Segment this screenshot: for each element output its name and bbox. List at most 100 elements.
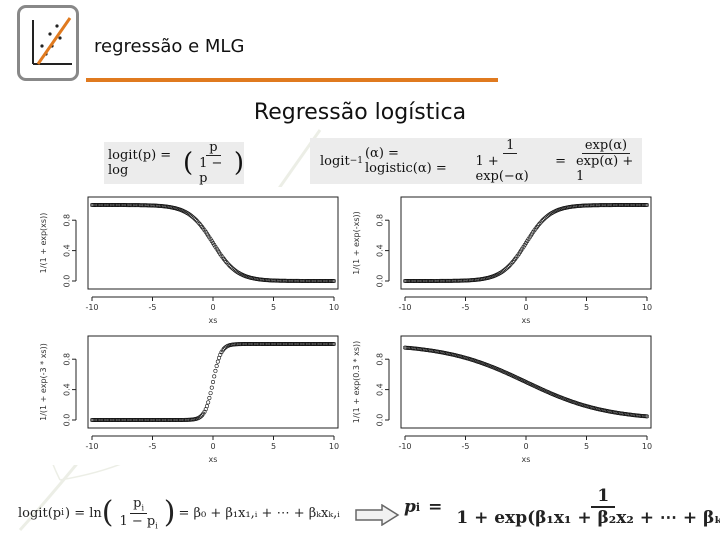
data-point (642, 414, 647, 419)
x-axis-label: xs (209, 455, 218, 464)
data-point (227, 263, 232, 268)
data-point (218, 352, 223, 357)
data-point (329, 278, 334, 283)
data-point (208, 391, 213, 396)
x-tick-label: 0 (210, 303, 215, 312)
plot-frame (400, 335, 652, 429)
x-axis-label: xs (522, 316, 531, 325)
data-point (643, 203, 648, 208)
data-point (504, 266, 509, 271)
data-point (540, 218, 545, 223)
scatter-plot-logo-icon (17, 5, 79, 81)
data-point (209, 385, 214, 390)
data-point (195, 219, 200, 224)
data-point (644, 203, 649, 208)
x-axis-label: xs (522, 455, 531, 464)
odds-fraction: pi 1 − pi (119, 495, 158, 531)
x-tick-label: -5 (149, 442, 157, 451)
x-tick-label: -10 (398, 303, 411, 312)
data-point (331, 341, 336, 346)
x-tick-label: 10 (642, 303, 652, 312)
x-tick-label: -5 (462, 442, 470, 451)
data-point (542, 216, 547, 221)
inv-lhs: logit (320, 153, 350, 169)
x-tick-label: 5 (271, 442, 276, 451)
x-tick-label: 10 (642, 442, 652, 451)
y-tick-label: 0.4 (63, 383, 72, 396)
x-tick-label: -5 (462, 303, 470, 312)
data-point (644, 414, 649, 419)
probability-fraction: 1 1 + exp(β₁x₁ + β₂x₂ + ⋯ + βₖxₖ) (456, 486, 720, 528)
right-arrow-icon (355, 504, 400, 526)
logit-formula: logit(p) = log ( p 1 − p ) (104, 140, 244, 186)
probability-formula: pi = 1 1 + exp(β₁x₁ + β₂x₂ + ⋯ + βₖxₖ) (404, 486, 720, 528)
data-point (331, 278, 336, 283)
data-point (330, 341, 335, 346)
data-point (329, 341, 334, 346)
data-point (189, 213, 194, 218)
x-tick-label: -10 (85, 303, 98, 312)
data-point (213, 368, 218, 373)
logit-fraction: p 1 − p (199, 140, 223, 186)
slide-title: Regressão logística (253, 100, 467, 125)
y-tick-label: 0.8 (63, 353, 72, 366)
y-tick-label: 0.4 (376, 244, 385, 257)
x-tick-label: 10 (329, 442, 339, 451)
y-tick-label: 0.0 (63, 414, 72, 427)
y-tick-label: 0.4 (376, 383, 385, 396)
y-tick-label: 0.8 (376, 353, 385, 366)
data-point (221, 346, 226, 351)
data-point (191, 215, 196, 220)
y-tick-label: 0.8 (376, 214, 385, 227)
x-tick-label: 5 (584, 303, 589, 312)
data-point (219, 350, 224, 355)
x-tick-label: -10 (398, 442, 411, 451)
data-point (201, 411, 206, 416)
plots-svg: -10 -5 0 5 10 xs 0.0 0.4 0.8 1/(1 + exp(xs)) -10 -5… (39, 196, 652, 464)
logistic-plot-1: -10 -5 0 5 10 xs 0.0 0.4 0.8 1/(1 + exp(xs)) (39, 196, 339, 325)
x-axis-label: xs (209, 316, 218, 325)
logistic-formula: logit −1 (α) = logistic(α) = 1 1 + exp(−… (310, 138, 642, 184)
logit-regression-formula: logit(p i ) = ln ( pi 1 − pi ) = β₀ + β₁x… (18, 495, 340, 531)
logistic-plot-2: -10 -5 0 5 10 xs 0.0 0.4 0.8 1/(1 + exp(-xs)) (352, 196, 652, 325)
data-point (212, 374, 217, 379)
data-point (230, 266, 235, 271)
x-tick-label: 5 (271, 303, 276, 312)
data-point (197, 415, 202, 420)
data-point (194, 218, 199, 223)
logistic-fraction-1: 1 1 + exp(−α) (475, 138, 529, 184)
x-tick-label: 0 (523, 303, 528, 312)
logit-lhs: logit(p) = log (108, 148, 172, 178)
y-tick-label: 0.0 (63, 275, 72, 288)
data-point (229, 265, 234, 270)
y-tick-label: 0.4 (63, 244, 72, 257)
data-point (211, 379, 216, 384)
data-point (543, 215, 548, 220)
plot-frame (400, 196, 652, 290)
data-point (507, 263, 512, 268)
logistic-plot-4: -10 -5 0 5 10 xs 0.0 0.4 0.8 1/(1 + exp(0.3 * xs)… (352, 335, 652, 464)
data-point (330, 278, 335, 283)
accent-rule (86, 78, 498, 82)
y-tick-label: 0.0 (376, 275, 385, 288)
plot-frame (87, 196, 339, 290)
data-point (225, 261, 230, 266)
logistic-plots-panel: -10 -5 0 5 10 xs 0.0 0.4 0.8 1/(1 + exp(xs)) -10 -5… (36, 187, 662, 465)
data-point (214, 363, 219, 368)
data-point (502, 268, 507, 273)
plot-frame (87, 335, 339, 429)
y-axis-label: 1/(1 + exp(-xs)) (352, 211, 361, 275)
header-title: regressão e MLG (94, 36, 245, 57)
data-point (215, 359, 220, 364)
y-axis-label: 1/(1 + exp(0.3 * xs)) (352, 341, 361, 423)
data-point (192, 216, 197, 221)
y-axis-label: 1/(1 + exp(xs)) (39, 213, 48, 274)
x-tick-label: -5 (149, 303, 157, 312)
data-point (202, 409, 207, 414)
data-point (204, 404, 209, 409)
x-tick-label: -10 (85, 442, 98, 451)
y-tick-label: 0.0 (376, 414, 385, 427)
data-point (198, 414, 203, 419)
x-tick-label: 10 (329, 303, 339, 312)
data-point (508, 262, 513, 267)
